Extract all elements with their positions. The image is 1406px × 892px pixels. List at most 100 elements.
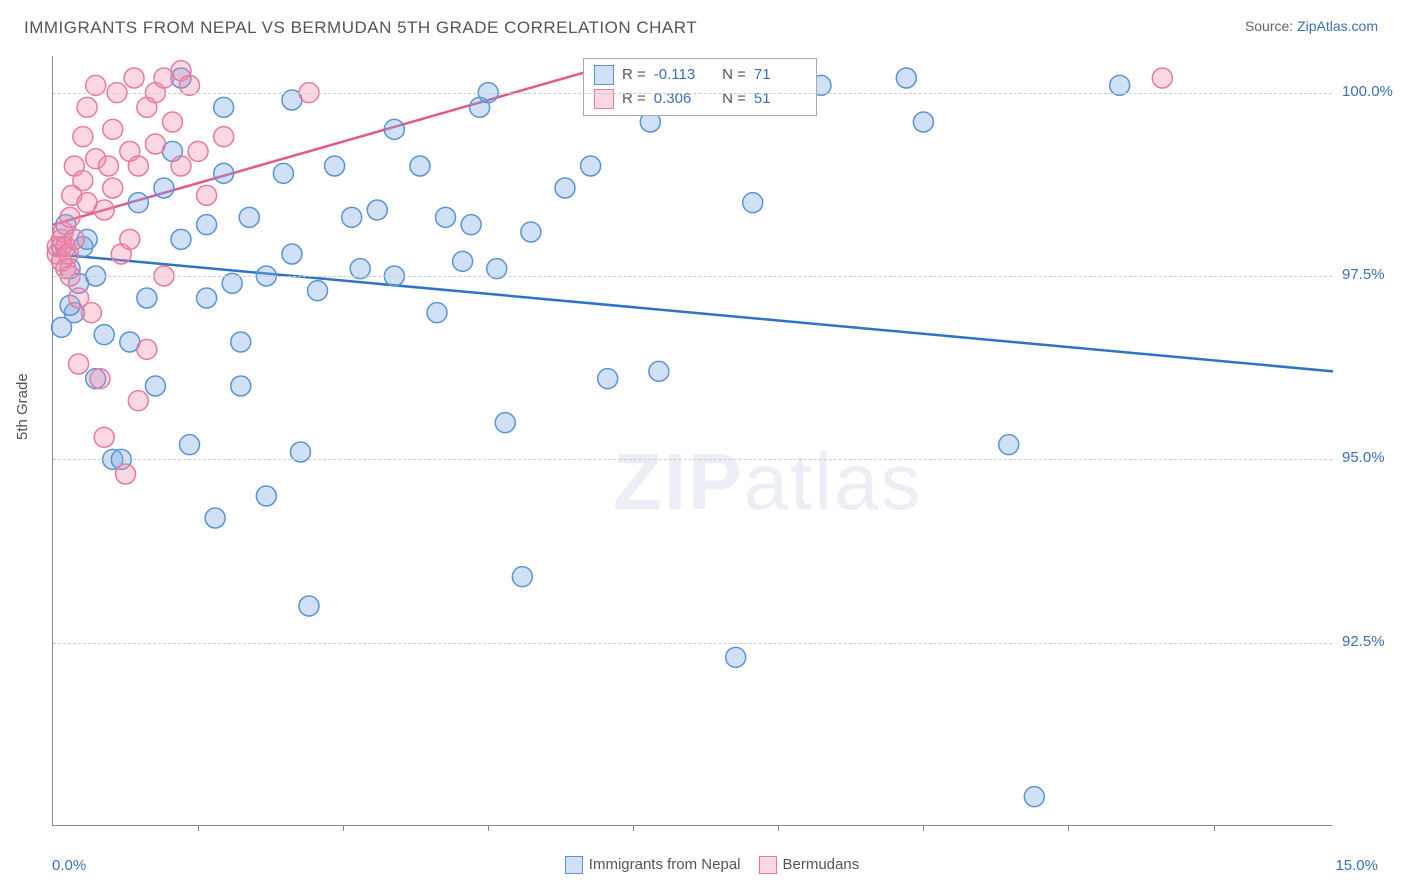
data-point: [512, 567, 532, 587]
data-point: [273, 163, 293, 183]
data-point: [342, 207, 362, 227]
y-tick-label: 92.5%: [1342, 633, 1402, 650]
data-point: [427, 303, 447, 323]
data-point: [913, 112, 933, 132]
data-point: [90, 369, 110, 389]
data-point: [162, 112, 182, 132]
data-point: [73, 171, 93, 191]
data-point: [743, 193, 763, 213]
stats-row: R = -0.113 N = 71: [594, 63, 806, 87]
data-point: [137, 288, 157, 308]
data-point: [128, 193, 148, 213]
y-tick-label: 95.0%: [1342, 449, 1402, 466]
r-value: -0.113: [654, 63, 706, 87]
n-value: 51: [754, 87, 806, 111]
gridline-h: [53, 643, 1332, 644]
x-tick-mark: [778, 825, 779, 831]
data-point: [521, 222, 541, 242]
gridline-h: [53, 93, 1332, 94]
data-point: [73, 127, 93, 147]
data-point: [214, 97, 234, 117]
data-point: [495, 413, 515, 433]
n-label: N =: [714, 87, 746, 111]
data-point: [197, 215, 217, 235]
legend-swatch: [565, 856, 583, 874]
data-point: [64, 229, 84, 249]
data-point: [282, 244, 302, 264]
data-point: [145, 134, 165, 154]
data-point: [103, 119, 123, 139]
gridline-h: [53, 459, 1332, 460]
data-point: [436, 207, 456, 227]
r-label: R =: [622, 63, 646, 87]
x-tick-mark: [198, 825, 199, 831]
data-point: [69, 354, 89, 374]
data-point: [461, 215, 481, 235]
data-point: [453, 251, 473, 271]
data-point: [726, 647, 746, 667]
data-point: [239, 207, 259, 227]
data-point: [197, 288, 217, 308]
data-point: [598, 369, 618, 389]
data-point: [77, 97, 97, 117]
legend-label: Immigrants from Nepal: [589, 856, 741, 873]
scatter-svg: [53, 56, 1332, 825]
x-tick-mark: [1214, 825, 1215, 831]
data-point: [94, 325, 114, 345]
data-point: [145, 376, 165, 396]
chart-title: IMMIGRANTS FROM NEPAL VS BERMUDAN 5TH GR…: [24, 18, 697, 38]
data-point: [124, 68, 144, 88]
data-point: [154, 178, 174, 198]
source-prefix: Source:: [1245, 18, 1297, 34]
data-point: [52, 317, 72, 337]
data-point: [214, 127, 234, 147]
data-point: [581, 156, 601, 176]
data-point: [81, 303, 101, 323]
source-link[interactable]: ZipAtlas.com: [1297, 18, 1378, 34]
data-point: [555, 178, 575, 198]
data-point: [120, 229, 140, 249]
x-tick-mark: [343, 825, 344, 831]
data-point: [367, 200, 387, 220]
data-point: [410, 156, 430, 176]
stats-row: R = 0.306 N = 51: [594, 87, 806, 111]
n-value: 71: [754, 63, 806, 87]
trend-line: [53, 254, 1333, 371]
data-point: [116, 464, 136, 484]
data-point: [137, 339, 157, 359]
data-point: [299, 596, 319, 616]
data-point: [384, 119, 404, 139]
data-point: [896, 68, 916, 88]
data-point: [94, 427, 114, 447]
legend: Immigrants from Nepal Bermudans: [0, 856, 1406, 874]
data-point: [94, 200, 114, 220]
legend-label: Bermudans: [783, 856, 860, 873]
data-point: [308, 281, 328, 301]
x-tick-mark: [923, 825, 924, 831]
data-point: [180, 435, 200, 455]
y-axis-label: 5th Grade: [14, 373, 31, 440]
data-point: [98, 156, 118, 176]
data-point: [231, 376, 251, 396]
data-point: [325, 156, 345, 176]
r-value: 0.306: [654, 87, 706, 111]
data-point: [999, 435, 1019, 455]
data-point: [171, 156, 191, 176]
data-point: [188, 141, 208, 161]
correlation-stats-box: R = -0.113 N = 71R = 0.306 N = 51: [583, 58, 817, 116]
y-tick-label: 100.0%: [1342, 83, 1402, 100]
data-point: [231, 332, 251, 352]
data-point: [214, 163, 234, 183]
n-label: N =: [714, 63, 746, 87]
data-point: [128, 156, 148, 176]
data-point: [103, 178, 123, 198]
data-point: [60, 207, 80, 227]
chart-plot-area: ZIPatlas R = -0.113 N = 71R = 0.306 N = …: [52, 56, 1332, 826]
data-point: [197, 185, 217, 205]
data-point: [1152, 68, 1172, 88]
data-point: [205, 508, 225, 528]
data-point: [649, 361, 669, 381]
data-point: [171, 229, 191, 249]
x-tick-mark: [1068, 825, 1069, 831]
data-point: [1024, 787, 1044, 807]
